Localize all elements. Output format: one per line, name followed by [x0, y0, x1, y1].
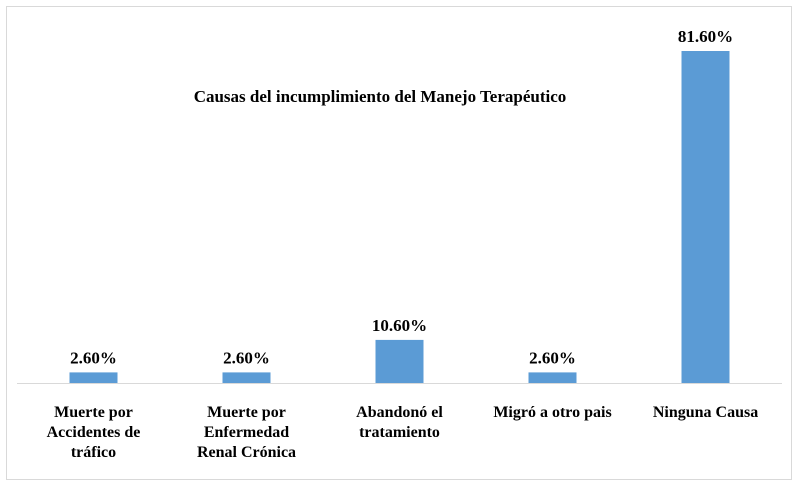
bar-2 [375, 339, 424, 383]
chart-area [6, 6, 792, 480]
category-label-3: Migró a otro pais [493, 404, 611, 421]
bar-4 [681, 51, 730, 383]
category-label-2: Abandonó el tratamiento [356, 404, 443, 441]
data-labels-layer: 2.60% 2.60% 10.60% 2.60% 81.60% [70, 27, 733, 367]
category-label-line: Enfermedad [204, 424, 289, 441]
data-label-1: 2.60% [223, 348, 270, 367]
category-label-line: Ninguna Causa [653, 404, 758, 421]
category-label-line: Muerte por [207, 404, 286, 421]
data-label-2: 10.60% [372, 316, 427, 335]
category-label-line: tráfico [71, 444, 116, 461]
category-label-line: tratamiento [359, 424, 440, 441]
bar-3 [528, 372, 577, 383]
category-label-1: Muerte por Enfermedad Renal Crónica [197, 404, 296, 461]
bars-layer [69, 51, 730, 383]
category-label-line: Abandonó el [356, 404, 443, 421]
category-label-line: Accidentes de [47, 424, 141, 441]
category-label-4: Ninguna Causa [653, 404, 758, 421]
bar-1 [222, 372, 271, 383]
data-label-0: 2.60% [70, 348, 117, 367]
chart-title: Causas del incumplimiento del Manejo Ter… [194, 87, 567, 106]
category-label-line: Migró a otro pais [493, 404, 611, 421]
category-label-line: Muerte por [54, 404, 133, 421]
data-label-3: 2.60% [529, 348, 576, 367]
category-label-line: Renal Crónica [197, 444, 296, 461]
category-label-0: Muerte por Accidentes de tráfico [47, 404, 141, 461]
data-label-4: 81.60% [678, 27, 733, 46]
bar-0 [69, 372, 118, 383]
